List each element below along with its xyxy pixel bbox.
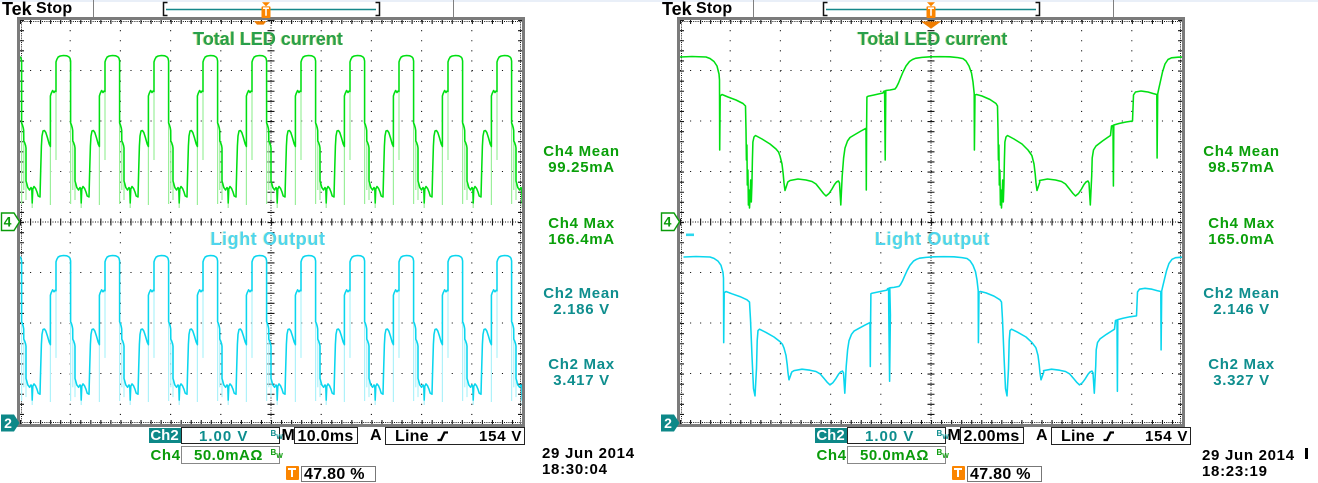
svg-text:4: 4 — [664, 214, 672, 230]
svg-text:2: 2 — [664, 415, 672, 431]
svg-text:4: 4 — [4, 214, 12, 230]
svg-text:2: 2 — [4, 415, 12, 431]
